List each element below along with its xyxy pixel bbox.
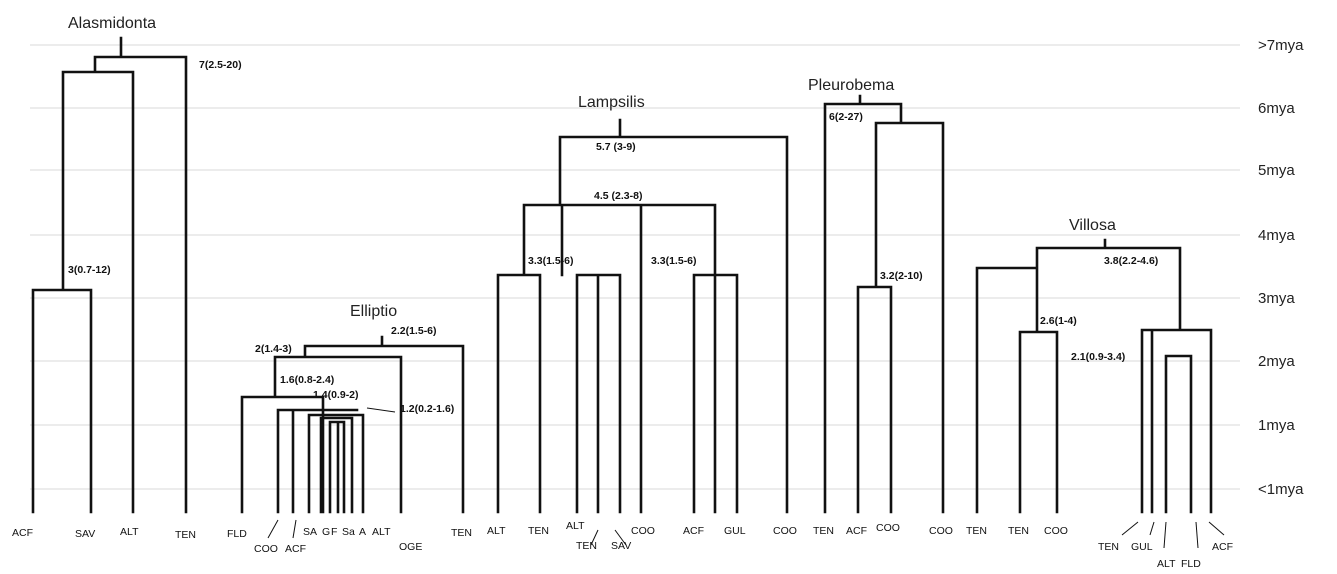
node-label: 3.3(1.5-6) <box>528 255 574 267</box>
leaf-label: OGE <box>399 541 422 553</box>
node-label: 1.2(0.2-1.6) <box>400 403 454 415</box>
node-label: 5.7 (3-9) <box>596 141 636 153</box>
leaf-label: COO <box>631 525 655 537</box>
node-label: 2.2(1.5-6) <box>391 325 437 337</box>
branches <box>496 118 789 514</box>
tree-alasmidonta: Alasmidonta 7(2.5-20) 3(0.7-12) ACF SAV … <box>12 15 242 541</box>
tree-villosa: Villosa 3.8(2.2-4.6) 2.6(1-4) 2.1(0.9-3.… <box>966 217 1233 570</box>
leaf-tick <box>292 519 297 539</box>
tree-elliptio: Elliptio 2.2(1.5-6) 2(1.4-3) 1.6(0.8-2.4… <box>227 303 472 555</box>
leaf-label: COO <box>929 525 953 537</box>
genus-title: Pleurobema <box>808 77 894 94</box>
leaf-label: TEN <box>966 525 987 537</box>
leaf-tick <box>1195 521 1199 549</box>
leaf-tick <box>1208 521 1225 536</box>
time-gridlines <box>30 44 1240 490</box>
leaf-label: SA <box>303 526 317 538</box>
leaf-label: ALT <box>566 520 585 532</box>
leaf-label: A <box>359 526 366 538</box>
leaf-label: SAV <box>75 528 95 540</box>
time-label: 4mya <box>1258 227 1295 244</box>
node-label: 3.2(2-10) <box>880 270 923 282</box>
leaf-label: FLD <box>1181 558 1201 570</box>
leaf-label: TEN <box>451 527 472 539</box>
leaf-label: TEN <box>813 525 834 537</box>
time-label: >7mya <box>1258 37 1304 54</box>
leaf-label: ALT <box>372 526 391 538</box>
leaf-label: TEN <box>576 540 597 552</box>
branches <box>975 238 1213 514</box>
time-label: 6mya <box>1258 100 1295 117</box>
leaf-label: ACF <box>1212 541 1233 553</box>
leaf-label: TEN <box>1098 541 1119 553</box>
time-label: 3mya <box>1258 290 1295 307</box>
leaf-label: SAV <box>611 540 631 552</box>
node-label: 4.5 (2.3-8) <box>594 190 642 202</box>
genus-title: Alasmidonta <box>68 15 156 32</box>
time-label: 1mya <box>1258 417 1295 434</box>
time-label: <1mya <box>1258 481 1304 498</box>
node-label: 6(2-27) <box>829 111 863 123</box>
leaf-label: G <box>322 526 330 538</box>
leaf-label: ACF <box>683 525 704 537</box>
time-label: 5mya <box>1258 162 1295 179</box>
leaf-label: GUL <box>724 525 746 537</box>
node-label: 1.4(0.9-2) <box>313 389 359 401</box>
leaf-label: ALT <box>487 525 506 537</box>
leaf-label: COO <box>1044 525 1068 537</box>
genus-title: Elliptio <box>350 303 397 320</box>
leaf-label: ACF <box>12 527 33 539</box>
leaf-label: COO <box>876 522 900 534</box>
branches <box>240 335 465 514</box>
leaf-label: FLD <box>227 528 247 540</box>
leaf-label: TEN <box>175 529 196 541</box>
leaf-label: TEN <box>528 525 549 537</box>
node-label: 1.6(0.8-2.4) <box>280 374 334 386</box>
node-label: 3(0.7-12) <box>68 264 111 276</box>
branches <box>823 94 945 514</box>
leaf-label: GUL <box>1131 541 1153 553</box>
leaf-label: COO <box>254 543 278 555</box>
node-label: 2.1(0.9-3.4) <box>1071 351 1125 363</box>
annotation-leader <box>366 407 396 413</box>
genus-title: Villosa <box>1069 217 1116 234</box>
leaf-label: ACF <box>846 525 867 537</box>
leaf-tick <box>590 529 599 546</box>
time-label: 2mya <box>1258 353 1295 370</box>
node-label: 3.3(1.5-6) <box>651 255 697 267</box>
leaf-tick <box>1149 521 1155 536</box>
leaf-label: F <box>331 526 337 538</box>
tree-lampsilis: Lampsilis 5.7 (3-9) 4.5 (2.3-8) 3.3(1.5-… <box>487 94 797 552</box>
leaf-label: TEN <box>1008 525 1029 537</box>
leaf-label: ALT <box>1157 558 1176 570</box>
node-label: 3.8(2.2-4.6) <box>1104 255 1158 267</box>
tree-pleurobema: Pleurobema 6(2-27) 3.2(2-10) TEN ACF COO… <box>808 77 953 537</box>
node-label: 2(1.4-3) <box>255 343 292 355</box>
leaf-tick <box>267 519 279 539</box>
leaf-label: ALT <box>120 526 139 538</box>
branches <box>31 36 188 514</box>
leaf-tick <box>1163 521 1167 549</box>
leaf-label: ACF <box>285 543 306 555</box>
time-axis: >7mya 6mya 5mya 4mya 3mya 2mya 1mya <1my… <box>1258 37 1304 498</box>
leaf-tick <box>614 529 627 546</box>
node-label: 7(2.5-20) <box>199 59 242 71</box>
leaf-label: Sa <box>342 526 355 538</box>
genus-title: Lampsilis <box>578 94 645 111</box>
leaf-tick <box>1121 521 1139 536</box>
node-label: 2.6(1-4) <box>1040 315 1077 327</box>
leaf-label: COO <box>773 525 797 537</box>
